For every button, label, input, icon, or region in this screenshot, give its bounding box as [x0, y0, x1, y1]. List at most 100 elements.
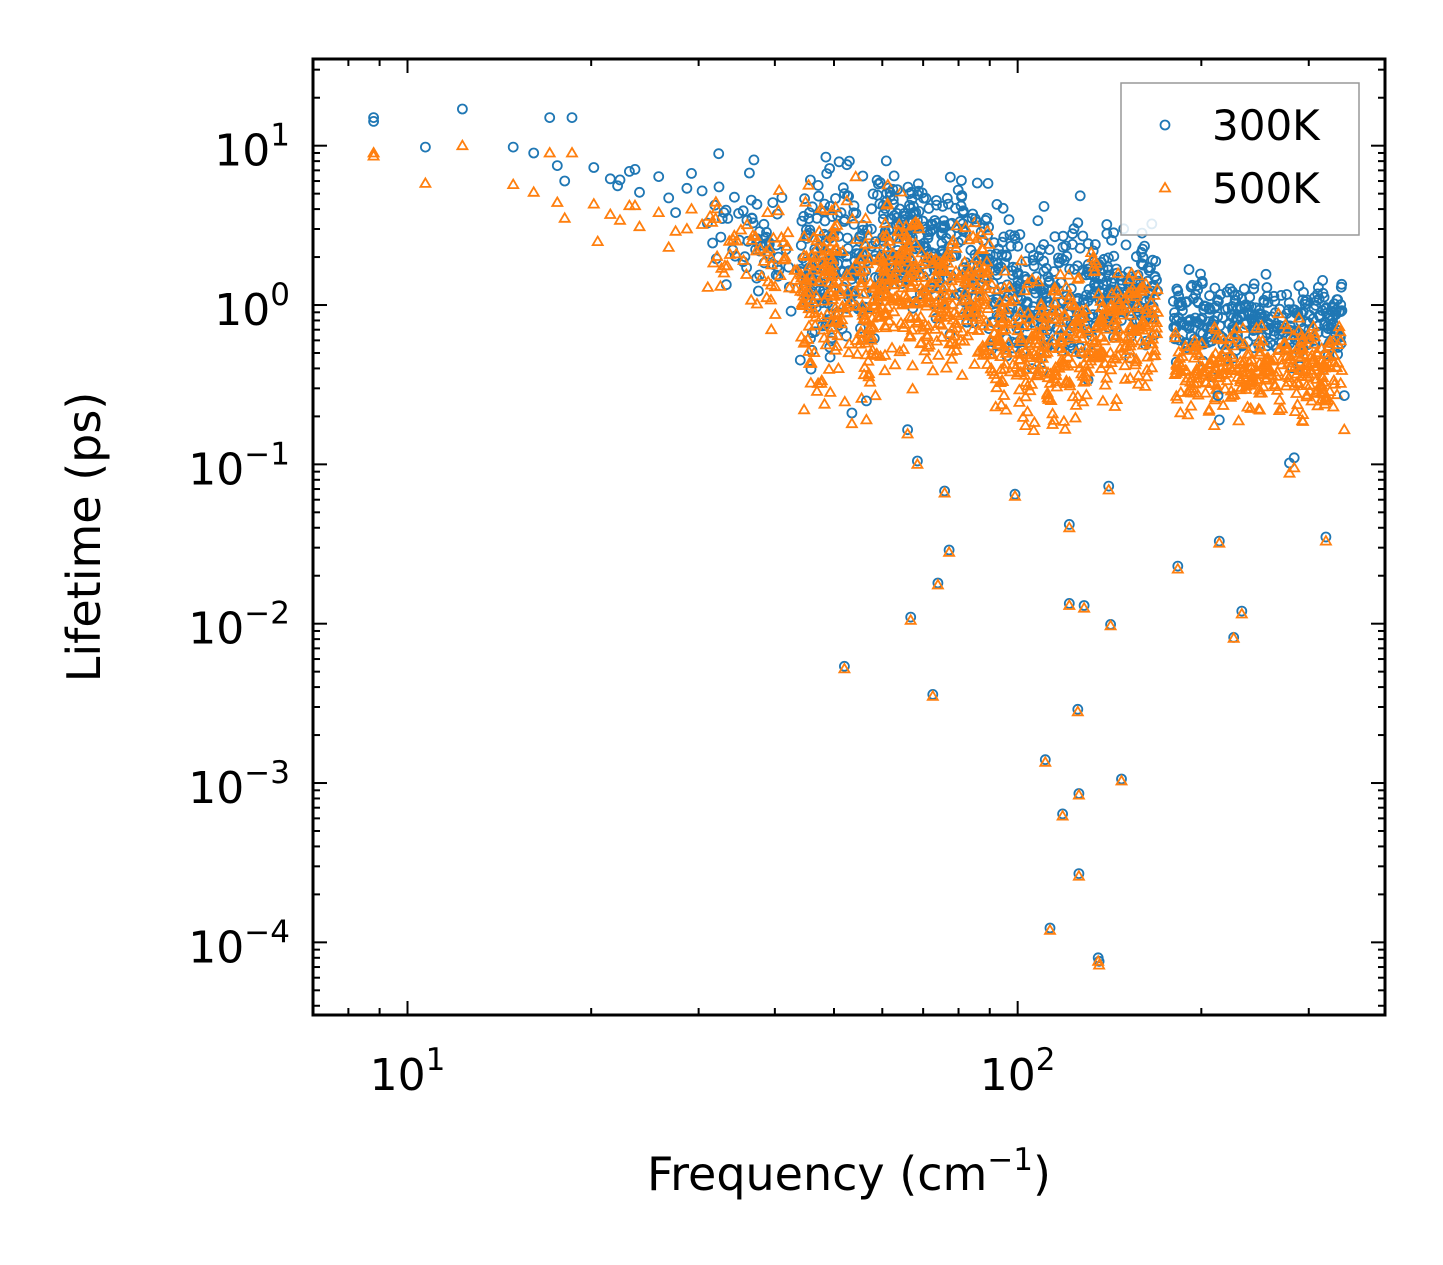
- point-500k: [854, 253, 868, 265]
- point-500k: [900, 290, 914, 303]
- point-500k: [1014, 330, 1028, 343]
- point-500k: [1016, 410, 1030, 422]
- point-500k: [892, 293, 906, 305]
- point-500k: [1279, 379, 1293, 391]
- point-500k: [1020, 405, 1035, 417]
- point-500k: [1019, 390, 1033, 402]
- point-300k: [923, 202, 935, 214]
- legend-marker-500k: [1158, 181, 1172, 193]
- point-500k: [922, 289, 936, 301]
- point-500k: [734, 223, 748, 235]
- point-500k: [1072, 788, 1086, 800]
- point-300k: [1313, 293, 1325, 305]
- point-300k: [741, 214, 753, 226]
- point-500k: [905, 218, 919, 230]
- point-500k: [1131, 269, 1145, 281]
- point-500k: [845, 263, 859, 275]
- point-300k: [1197, 278, 1208, 289]
- point-300k: [1012, 267, 1024, 279]
- point-500k: [632, 219, 647, 232]
- point-300k: [1056, 331, 1067, 343]
- point-500k: [1095, 300, 1109, 312]
- point-500k: [861, 229, 875, 241]
- point-500k: [998, 264, 1012, 276]
- point-500k: [1076, 395, 1090, 407]
- point-500k: [1213, 350, 1227, 362]
- point-500k: [903, 330, 917, 342]
- point-500k: [1309, 386, 1323, 398]
- point-500k: [958, 255, 972, 267]
- point-500k: [889, 264, 903, 276]
- point-500k: [1140, 370, 1154, 382]
- point-500k: [1001, 336, 1016, 348]
- x-tick-label: 101: [370, 1042, 446, 1101]
- point-500k: [1326, 400, 1340, 412]
- point-300k: [1137, 259, 1149, 271]
- point-500k: [893, 253, 907, 265]
- tick-labels: 101 102 101 100 10−1 10−2 10−3 10−4: [188, 118, 1055, 1101]
- point-500k: [994, 398, 1008, 410]
- point-500k: [1294, 350, 1308, 362]
- point-500k: [950, 219, 964, 231]
- point-300k: [943, 198, 954, 210]
- point-500k: [1062, 375, 1077, 387]
- point-500k: [1005, 345, 1019, 358]
- point-300k: [1021, 320, 1033, 332]
- point-500k: [1240, 347, 1254, 359]
- point-300k: [1072, 703, 1084, 715]
- point-500k: [778, 252, 792, 264]
- point-500k: [959, 292, 973, 304]
- point-500k: [662, 240, 676, 252]
- point-500k: [888, 291, 902, 303]
- point-500k: [1227, 387, 1241, 400]
- point-500k: [804, 356, 818, 368]
- point-500k: [932, 293, 946, 305]
- legend-label-500k: 500K: [1212, 164, 1321, 213]
- point-300k: [937, 222, 949, 234]
- point-500k: [1228, 327, 1242, 340]
- point-500k: [788, 263, 802, 275]
- point-500k: [1335, 363, 1349, 375]
- point-300k: [1030, 287, 1041, 299]
- point-500k: [866, 281, 880, 293]
- point-500k: [904, 613, 918, 625]
- point-500k: [1063, 332, 1077, 344]
- point-500k: [782, 281, 796, 293]
- point-500k: [1245, 353, 1259, 365]
- point-500k: [1141, 350, 1155, 362]
- point-300k: [663, 192, 675, 204]
- point-500k: [1076, 309, 1091, 321]
- point-300k: [969, 249, 981, 261]
- point-500k: [800, 285, 814, 297]
- point-500k: [1209, 322, 1223, 334]
- point-500k: [1068, 330, 1083, 342]
- point-500k: [772, 183, 786, 195]
- point-500k: [798, 334, 812, 347]
- point-500k: [949, 316, 963, 328]
- point-500k: [1012, 347, 1026, 359]
- point-300k: [806, 201, 818, 213]
- point-300k: [456, 103, 468, 115]
- point-500k: [1246, 373, 1260, 385]
- point-500k: [1150, 326, 1164, 339]
- point-300k: [419, 141, 431, 153]
- point-500k: [726, 232, 740, 245]
- point-500k: [1027, 415, 1041, 427]
- point-500k: [1143, 336, 1157, 349]
- point-500k: [1244, 401, 1258, 413]
- point-300k: [629, 163, 641, 175]
- point-500k: [1300, 390, 1314, 402]
- point-500k: [1244, 359, 1259, 371]
- point-500k: [684, 202, 699, 214]
- point-300k: [956, 175, 967, 186]
- point-500k: [746, 228, 760, 240]
- point-500k: [1046, 407, 1060, 419]
- point-500k: [1168, 367, 1182, 380]
- point-500k: [755, 269, 769, 282]
- point-500k: [950, 321, 964, 333]
- point-300k: [804, 207, 815, 219]
- point-500k: [877, 249, 891, 261]
- point-500k: [935, 318, 949, 330]
- point-500k: [977, 292, 991, 304]
- point-500k: [1316, 385, 1330, 397]
